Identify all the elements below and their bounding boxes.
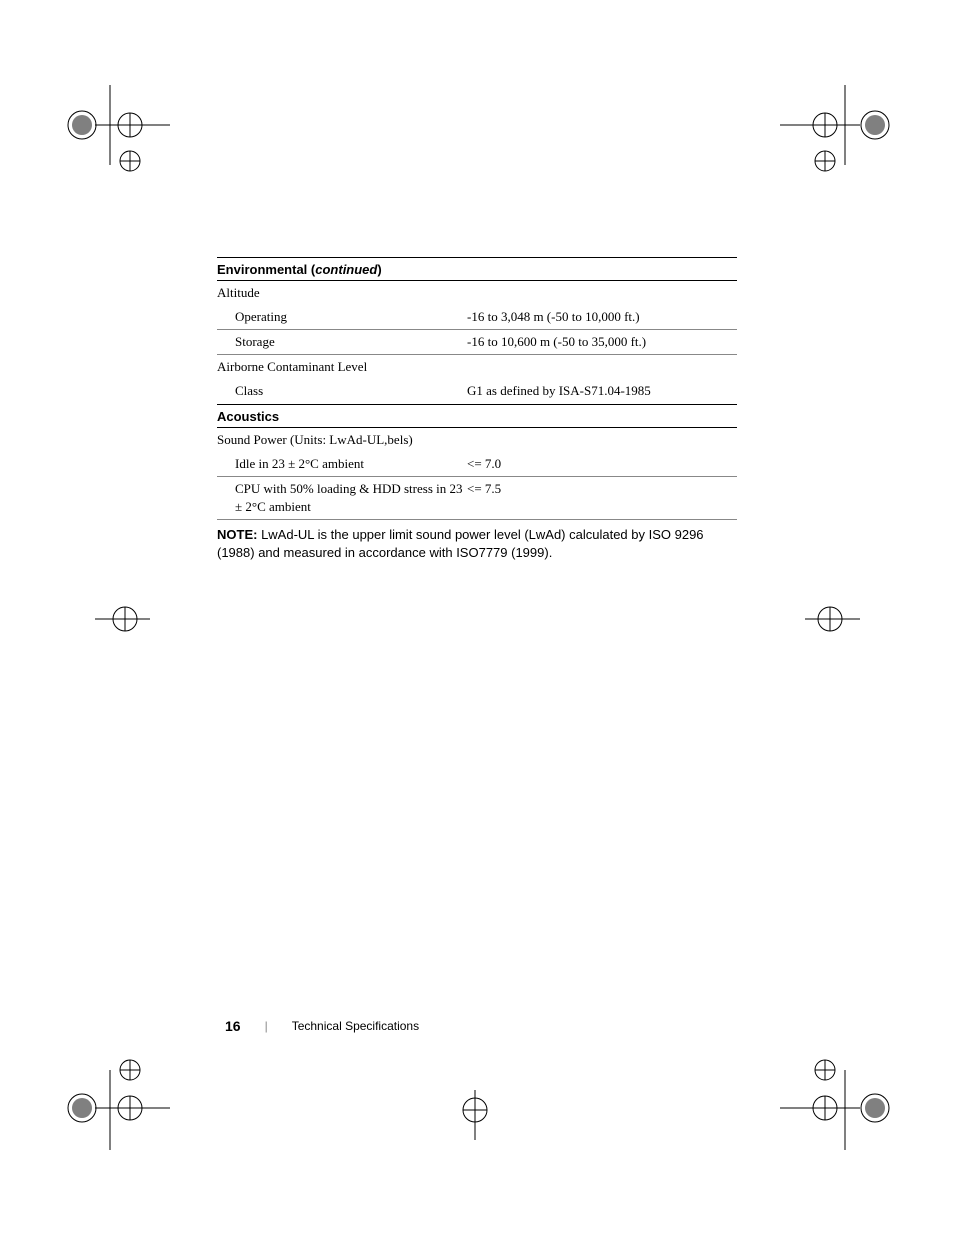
footer-divider: | bbox=[265, 1019, 268, 1033]
note-text: LwAd-UL is the upper limit sound power l… bbox=[217, 527, 704, 560]
note-block: NOTE: LwAd-UL is the upper limit sound p… bbox=[217, 526, 737, 562]
class-label: Class bbox=[217, 382, 467, 400]
environmental-header: Environmental (continued) bbox=[217, 257, 737, 281]
row-class: Class G1 as defined by ISA-S71.04-1985 bbox=[217, 379, 737, 403]
page-number: 16 bbox=[225, 1018, 241, 1034]
idle-value: <= 7.0 bbox=[467, 455, 737, 473]
operating-value: -16 to 3,048 m (-50 to 10,000 ft.) bbox=[467, 308, 737, 326]
env-title-prefix: Environmental ( bbox=[217, 262, 315, 277]
airborne-label: Airborne Contaminant Level bbox=[217, 355, 737, 379]
reg-mark-top-left bbox=[60, 85, 170, 195]
spec-table: Environmental (continued) Altitude Opera… bbox=[217, 257, 737, 563]
row-idle: Idle in 23 ± 2°C ambient <= 7.0 bbox=[217, 452, 737, 477]
cpu-label: CPU with 50% loading & HDD stress in 23 … bbox=[217, 480, 467, 516]
reg-mark-bottom-right bbox=[780, 1040, 900, 1150]
note-label: NOTE: bbox=[217, 527, 257, 542]
row-cpu: CPU with 50% loading & HDD stress in 23 … bbox=[217, 477, 737, 520]
class-value: G1 as defined by ISA-S71.04-1985 bbox=[467, 382, 737, 400]
reg-mark-bottom-center bbox=[450, 1085, 500, 1145]
footer-section-title: Technical Specifications bbox=[292, 1019, 419, 1033]
reg-mark-bottom-left bbox=[60, 1040, 170, 1150]
idle-label: Idle in 23 ± 2°C ambient bbox=[217, 455, 467, 473]
row-operating: Operating -16 to 3,048 m (-50 to 10,000 … bbox=[217, 305, 737, 330]
sound-power-label: Sound Power (Units: LwAd-UL,bels) bbox=[217, 428, 737, 452]
env-title-suffix: ) bbox=[377, 262, 381, 277]
reg-mark-mid-right bbox=[800, 595, 860, 645]
env-title-cont: continued bbox=[315, 262, 377, 277]
cpu-value: <= 7.5 bbox=[467, 480, 737, 516]
row-storage: Storage -16 to 10,600 m (-50 to 35,000 f… bbox=[217, 330, 737, 355]
acoustics-header: Acoustics bbox=[217, 404, 737, 428]
reg-mark-top-right bbox=[780, 85, 900, 195]
operating-label: Operating bbox=[217, 308, 467, 326]
storage-label: Storage bbox=[217, 333, 467, 351]
reg-mark-mid-left bbox=[95, 595, 155, 645]
altitude-label: Altitude bbox=[217, 281, 737, 305]
storage-value: -16 to 10,600 m (-50 to 35,000 ft.) bbox=[467, 333, 737, 351]
page-footer: 16 | Technical Specifications bbox=[225, 1018, 419, 1034]
